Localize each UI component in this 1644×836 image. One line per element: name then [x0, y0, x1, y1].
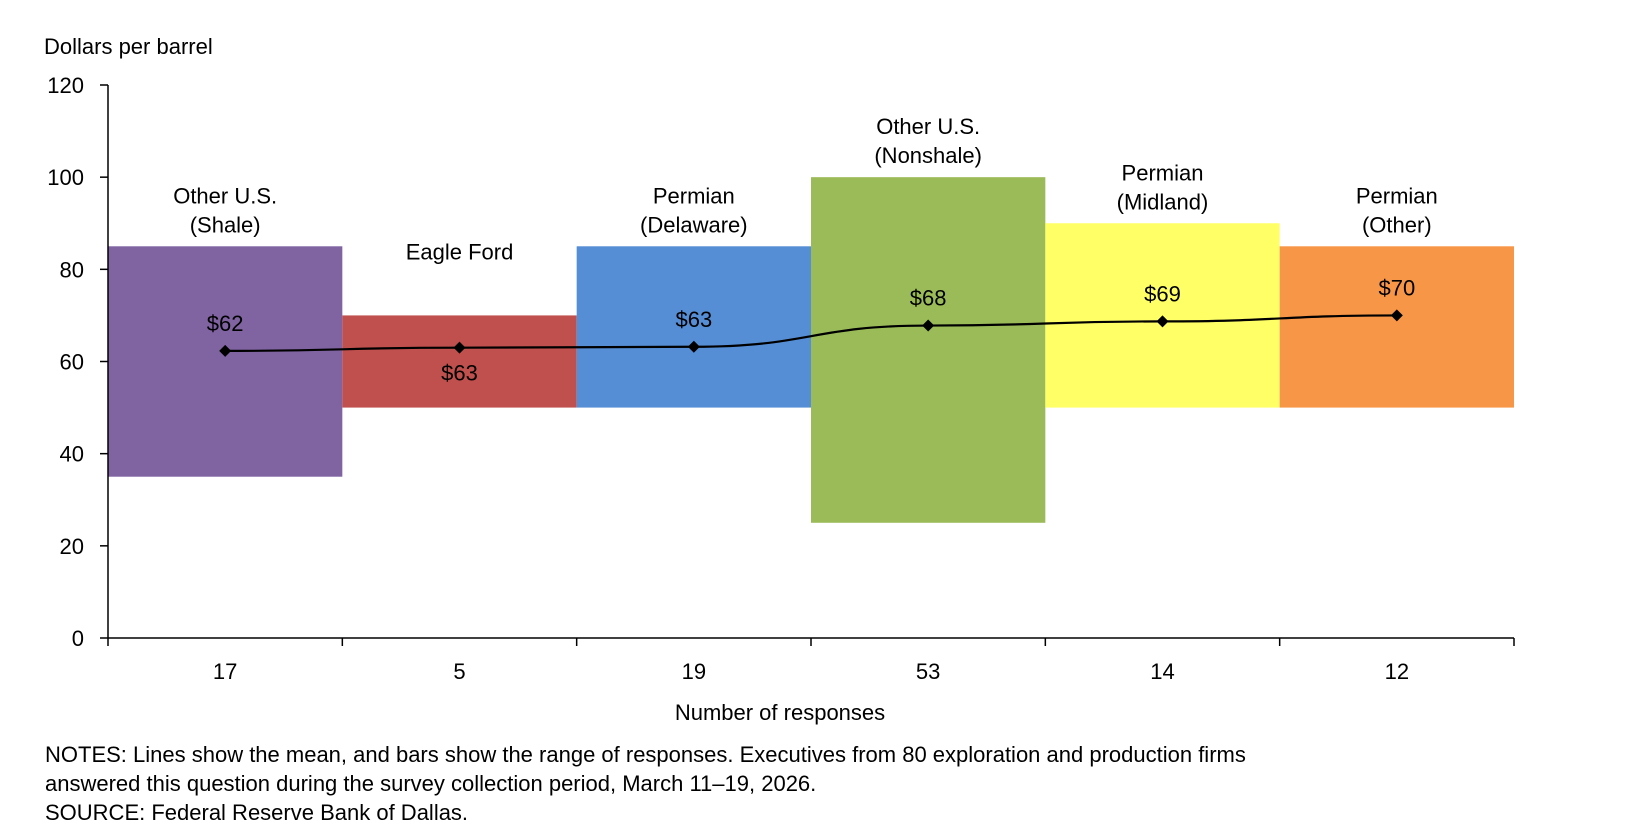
y-tick-label-20: 20 — [60, 534, 84, 559]
x-tick-label-3: 19 — [682, 659, 706, 684]
range-bar-2 — [342, 315, 577, 408]
y-tick-label-100: 100 — [47, 165, 84, 190]
mean-label-6: $70 — [1378, 275, 1415, 300]
range-chart: Dollars per barrel 0 20 40 60 80 100 120 17 5 19… — [44, 34, 1515, 725]
mean-marker-2 — [453, 341, 466, 354]
x-tick-labels: 17 5 19 53 14 12 — [213, 659, 1409, 684]
x-tick-label-4: 53 — [916, 659, 940, 684]
mean-line — [225, 314, 1397, 353]
axes — [100, 84, 1515, 646]
mean-label-4: $68 — [910, 286, 947, 311]
category-label-4-line-1: Other U.S. — [876, 114, 980, 139]
mean-line-group — [219, 309, 1403, 357]
y-axis-title: Dollars per barrel — [44, 34, 213, 59]
mean-marker-6 — [1390, 309, 1403, 322]
range-bar-4 — [811, 177, 1046, 523]
category-label-1-line-2: (Shale) — [190, 212, 261, 237]
x-tick-label-2: 5 — [453, 659, 465, 684]
mean-marker-5 — [1156, 315, 1169, 328]
category-label-2-line-1: Eagle Ford — [406, 239, 514, 264]
category-label-3-line-1: Permian — [653, 183, 735, 208]
category-label-3-line-2: (Delaware) — [640, 212, 748, 237]
x-tick-label-5: 14 — [1150, 659, 1174, 684]
mean-marker-1 — [219, 344, 232, 357]
mean-label-1: $62 — [207, 311, 244, 336]
mean-marker-3 — [687, 340, 700, 353]
range-bar-1 — [108, 246, 343, 477]
notes-line-1: NOTES: Lines show the mean, and bars sho… — [45, 742, 1246, 767]
mean-marker-4 — [922, 319, 935, 332]
category-label-5-line-2: (Midland) — [1117, 189, 1209, 214]
mean-label-5: $69 — [1144, 281, 1181, 306]
y-tick-label-80: 80 — [60, 257, 84, 282]
mean-labels: $62 $63 $63 $68 $69 $70 — [207, 275, 1415, 385]
x-tick-label-6: 12 — [1385, 659, 1409, 684]
source-line: SOURCE: Federal Reserve Bank of Dallas. — [45, 800, 469, 825]
y-tick-label-40: 40 — [60, 442, 84, 467]
y-tick-label-60: 60 — [60, 350, 84, 375]
y-tick-label-120: 120 — [47, 73, 84, 98]
y-tick-labels: 0 20 40 60 80 100 120 — [47, 73, 84, 651]
category-label-6-line-1: Permian — [1356, 183, 1438, 208]
x-axis-title: Number of responses — [675, 700, 885, 725]
category-labels: Other U.S. (Shale) Eagle Ford Permian (Delaw… — [173, 114, 1438, 264]
x-tick-label-1: 17 — [213, 659, 237, 684]
range-bar-6 — [1279, 246, 1514, 408]
category-label-1-line-1: Other U.S. — [173, 183, 277, 208]
mean-label-3: $63 — [675, 307, 712, 332]
y-tick-label-0: 0 — [72, 626, 84, 651]
category-label-5-line-1: Permian — [1122, 160, 1204, 185]
category-label-4-line-2: (Nonshale) — [874, 143, 982, 168]
category-label-6-line-2: (Other) — [1362, 212, 1432, 237]
chart-notes: NOTES: Lines show the mean, and bars sho… — [45, 740, 1605, 827]
notes-line-2: answered this question during the survey… — [45, 771, 817, 796]
mean-label-2: $63 — [441, 361, 478, 386]
range-bar-3 — [576, 246, 811, 408]
